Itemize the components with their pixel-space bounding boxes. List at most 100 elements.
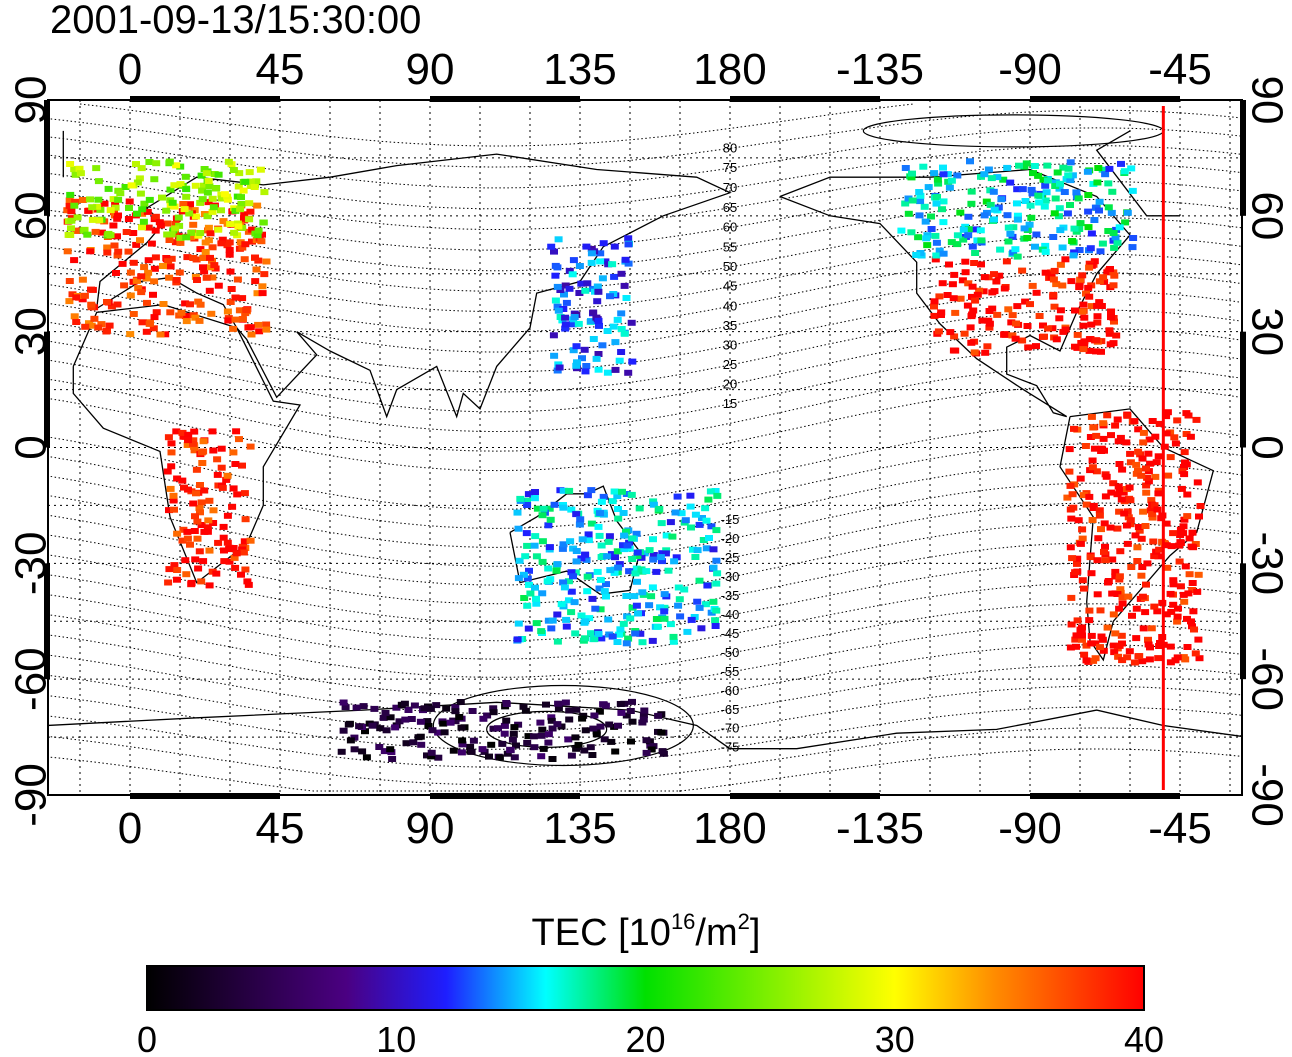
tec-pixel	[1120, 168, 1129, 175]
tec-pixel	[1195, 655, 1204, 662]
tec-pixel	[526, 590, 535, 597]
tec-pixel	[260, 271, 269, 278]
tec-pixel	[712, 607, 721, 614]
tec-pixel	[953, 241, 962, 248]
tec-pixel	[1065, 468, 1074, 475]
tec-pixel	[594, 288, 603, 295]
tec-pixel	[554, 705, 563, 712]
top-lon-label: 180	[693, 45, 766, 94]
tec-pixel	[604, 616, 613, 623]
tec-pixel	[190, 528, 199, 534]
tec-pixel	[1082, 657, 1091, 664]
tec-pixel	[904, 195, 913, 202]
tec-pixel	[1094, 535, 1103, 542]
tec-pixel	[1107, 308, 1115, 315]
tec-pixel	[174, 214, 183, 221]
tec-pixel	[223, 308, 232, 315]
tec-pixel	[1143, 474, 1152, 481]
bottom-lon-label: 90	[406, 804, 455, 853]
tec-pixel	[350, 746, 359, 753]
tec-pixel	[945, 184, 954, 191]
tec-pixel	[638, 639, 647, 646]
tec-pixel	[1035, 313, 1044, 319]
tec-pixel	[1093, 302, 1102, 309]
tec-pixel	[577, 555, 586, 562]
tec-pixel	[78, 197, 87, 203]
tec-pixel	[402, 740, 411, 747]
tec-pixel	[1085, 347, 1094, 354]
tec-pixel	[565, 597, 573, 604]
tec-pixel	[170, 506, 178, 513]
tec-pixel	[1076, 220, 1085, 227]
tec-pixel	[1181, 563, 1190, 570]
tec-pixel	[971, 226, 980, 233]
tec-pixel	[165, 507, 173, 514]
tec-pixel	[232, 550, 241, 557]
tec-pixel	[179, 433, 188, 440]
tec-pixel	[1117, 160, 1125, 167]
tec-pixel	[1154, 490, 1163, 497]
tec-pixel	[645, 602, 654, 609]
tec-pixel	[978, 317, 987, 324]
tec-pixel	[1098, 636, 1107, 643]
tec-pixel	[1118, 600, 1127, 607]
tec-pixel	[1128, 187, 1137, 194]
tec-pixel	[1125, 484, 1134, 491]
tec-pixel	[1105, 330, 1114, 337]
tec-pixel	[1135, 653, 1144, 660]
tec-pixel	[973, 291, 982, 298]
tec-pixel	[244, 581, 253, 588]
tec-pixel	[603, 369, 612, 376]
tec-pixel	[613, 548, 622, 555]
tec-pixel	[553, 721, 562, 728]
tec-pixel	[594, 630, 603, 637]
tec-pixel	[1144, 450, 1153, 457]
left-lat-label: -90	[7, 763, 56, 827]
tec-pixel	[182, 186, 191, 193]
tec-pixel	[1063, 210, 1072, 217]
tec-pixel	[229, 545, 238, 551]
tec-pixel	[1093, 179, 1102, 186]
tec-pixel	[223, 196, 232, 203]
tec-pixel	[1018, 337, 1027, 344]
tec-pixel	[635, 505, 644, 512]
tec-pixel	[1138, 455, 1147, 462]
tec-pixel	[206, 264, 215, 271]
tec-pixel	[514, 575, 523, 582]
tec-pixel	[1113, 525, 1122, 532]
tec-pixel	[1113, 491, 1122, 498]
frame-tick-bar	[1030, 793, 1180, 799]
tec-pixel	[150, 265, 159, 272]
tec-pixel	[508, 736, 517, 743]
tec-pixel	[934, 328, 943, 335]
tec-pixel	[256, 166, 265, 173]
tec-pixel	[1105, 327, 1114, 334]
tec-pixel	[1154, 553, 1163, 560]
tec-pixel	[1095, 207, 1103, 214]
tec-pixel	[660, 591, 669, 598]
tec-pixel	[1142, 465, 1150, 472]
tec-pixel	[1050, 210, 1059, 217]
tec-pixel	[615, 631, 623, 638]
tec-pixel	[666, 519, 675, 526]
tec-pixel	[967, 200, 976, 207]
tec-pixel	[1080, 314, 1089, 321]
tec-pixel	[238, 462, 246, 469]
tec-pixel	[1142, 482, 1151, 489]
tec-pixel	[953, 232, 962, 239]
tec-pixel	[138, 206, 147, 213]
frame-tick-bar	[44, 563, 50, 680]
tec-pixel	[65, 278, 74, 284]
frame-tick-bar	[730, 96, 880, 102]
tec-pixel	[152, 309, 161, 316]
tec-pixel	[525, 581, 533, 588]
tec-pixel	[1068, 555, 1077, 562]
tec-pixel	[1034, 172, 1043, 179]
tec-pixel	[901, 165, 910, 171]
tec-pixel	[198, 460, 207, 466]
contour-label: -40	[721, 607, 740, 622]
bottom-lon-label: -45	[1148, 804, 1212, 853]
tec-pixel	[631, 630, 640, 637]
tec-pixel	[1109, 480, 1118, 487]
tec-pixel	[990, 271, 998, 278]
